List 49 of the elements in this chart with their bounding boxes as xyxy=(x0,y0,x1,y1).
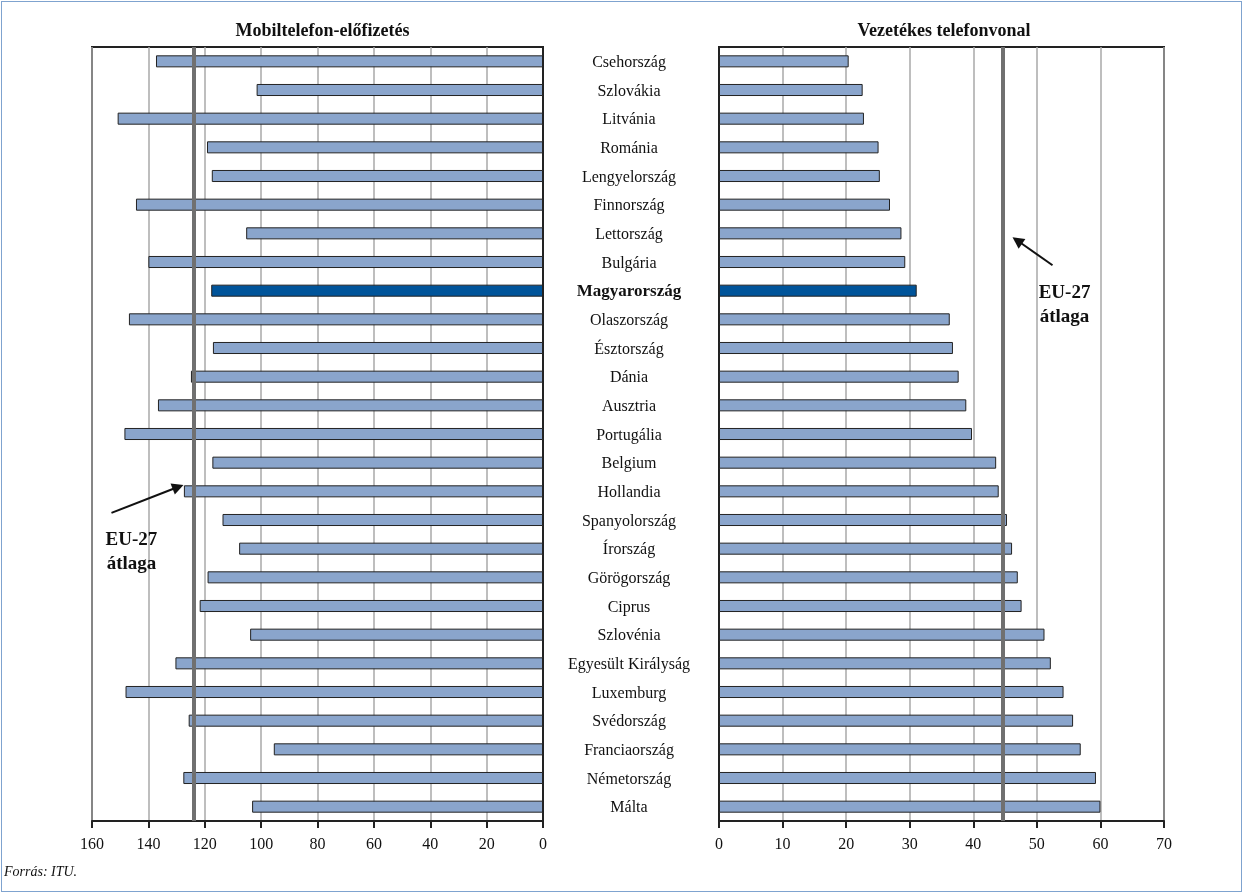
x-tick-label: 0 xyxy=(715,834,723,852)
x-tick-label: 80 xyxy=(309,834,326,852)
chart-title: Vezetékes telefonvonal xyxy=(857,20,1031,40)
y-tick-label: Ausztria xyxy=(601,396,657,414)
x-tick-label: 160 xyxy=(80,834,104,852)
y-tick-label: Málta xyxy=(610,798,648,816)
chart-title: Mobiltelefon-előfizetés xyxy=(235,20,410,40)
y-tick-label: Ciprus xyxy=(607,597,651,616)
y-tick-label: Bulgária xyxy=(601,253,657,272)
y-tick-label: Belgium xyxy=(601,454,658,473)
y-tick-label: Lengyelország xyxy=(581,167,677,186)
x-tick-label: 50 xyxy=(1028,834,1045,852)
y-tick-label: Lettország xyxy=(595,224,663,243)
y-tick-label: Írország xyxy=(602,539,656,559)
y-tick-label: Észtország xyxy=(594,338,664,358)
x-tick-label: 140 xyxy=(136,834,161,852)
x-tick-label: 60 xyxy=(1092,834,1109,852)
x-tick-label: 40 xyxy=(965,834,982,852)
y-tick-label: Hollandia xyxy=(597,482,661,500)
y-tick-label: Görögország xyxy=(587,568,671,587)
y-tick-label: Portugália xyxy=(596,425,662,444)
ref-line-label: EU-27 átlaga xyxy=(1038,280,1091,326)
ref-line-label: EU-27 átlaga xyxy=(105,528,158,574)
y-tick-label: Olaszország xyxy=(589,310,669,329)
x-tick-label: 60 xyxy=(365,834,382,852)
x-tick-label: 30 xyxy=(901,834,918,852)
text: Forrás: ITU. xyxy=(3,863,78,879)
x-tick-label: 100 xyxy=(249,834,274,852)
y-tick-label: Szlovákia xyxy=(597,81,661,99)
y-tick-label: Egyesült Királyság xyxy=(567,654,691,673)
y-tick-label: Románia xyxy=(600,138,658,156)
y-tick-label: Finnország xyxy=(593,196,665,215)
y-tick-label: Csehország xyxy=(592,52,666,71)
y-tick-label: Szlovénia xyxy=(597,626,661,644)
y-tick-label: Magyarország xyxy=(576,281,682,301)
y-tick-label: Németország xyxy=(586,769,672,788)
x-tick-label: 40 xyxy=(422,834,439,852)
x-tick-label: 70 xyxy=(1156,834,1172,852)
x-tick-label: 20 xyxy=(838,834,855,852)
y-tick-label: Dánia xyxy=(609,368,649,386)
x-tick-label: 20 xyxy=(478,834,495,852)
y-tick-label: Luxemburg xyxy=(591,683,667,702)
y-tick-label: Spanyolország xyxy=(581,511,677,530)
x-tick-label: 120 xyxy=(192,834,217,852)
x-tick-label: 10 xyxy=(774,834,791,852)
y-tick-label: Litvánia xyxy=(602,110,656,128)
y-tick-label: Svédország xyxy=(592,712,666,731)
x-tick-label: 0 xyxy=(539,834,547,852)
y-tick-label: Franciaország xyxy=(584,740,674,759)
